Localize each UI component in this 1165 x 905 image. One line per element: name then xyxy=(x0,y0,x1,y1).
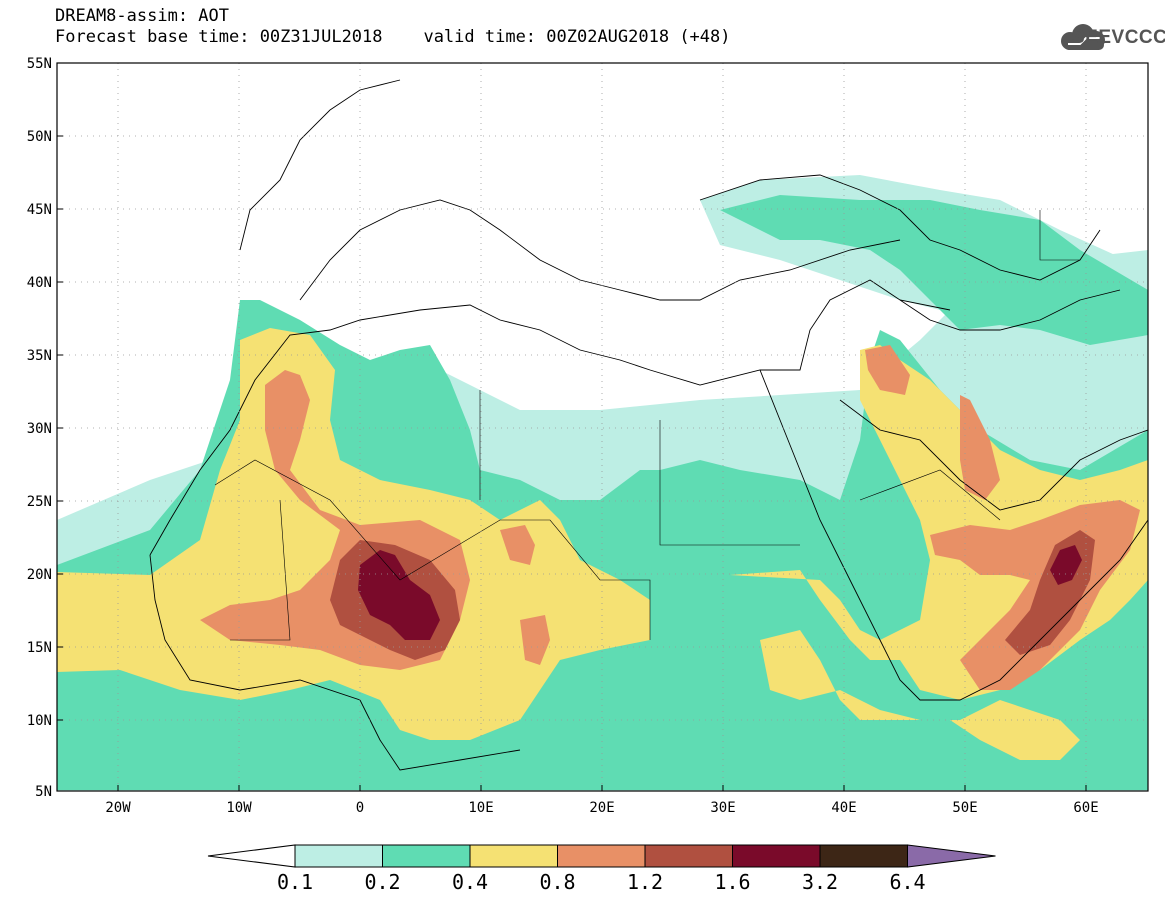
aot-field xyxy=(57,175,1148,791)
legend-label: 3.2 xyxy=(802,870,838,894)
coastlines xyxy=(149,79,1148,771)
lat-label: 45N xyxy=(27,202,52,218)
cloud-icon xyxy=(1061,24,1105,50)
legend-swatch xyxy=(557,844,646,868)
lat-label: 55N xyxy=(27,56,52,72)
legend-label: 0.8 xyxy=(539,870,575,894)
lat-label: 20N xyxy=(27,567,52,583)
map-title: DREAM8-assim: AOT xyxy=(55,6,229,26)
legend-swatch xyxy=(644,844,733,868)
legend-swatch xyxy=(382,844,471,868)
lat-label: 35N xyxy=(27,348,52,364)
lon-labels: 20W 10W 0 10E 20E 30E 40E 50E 60E xyxy=(105,800,1098,816)
aot-map: 55N 50N 45N 40N 35N 30N 25N 20N 15N 10N … xyxy=(27,56,1149,816)
lat-label: 30N xyxy=(27,421,52,437)
lon-label: 20W xyxy=(105,800,131,816)
legend-label: 0.4 xyxy=(452,870,488,894)
seevccc-logo: SEEVCCC xyxy=(1072,27,1165,48)
lat-label: 25N xyxy=(27,494,52,510)
legend-swatch xyxy=(294,844,383,868)
lon-label: 10E xyxy=(468,800,493,816)
lon-label: 60E xyxy=(1073,800,1098,816)
lon-label: 10W xyxy=(226,800,252,816)
lon-label: 30E xyxy=(710,800,735,816)
lat-label: 10N xyxy=(27,713,52,729)
lat-label: 40N xyxy=(27,275,52,291)
lat-labels: 55N 50N 45N 40N 35N 30N 25N 20N 15N 10N … xyxy=(27,56,52,800)
legend-arrow-high xyxy=(907,844,996,868)
axis-ticks xyxy=(57,62,1087,792)
legend-label: 0.2 xyxy=(364,870,400,894)
aot-level-1-6 xyxy=(358,545,1082,640)
legend-swatch xyxy=(469,844,558,868)
legend-label: 6.4 xyxy=(889,870,925,894)
lon-label: 0 xyxy=(356,800,364,816)
legend-swatch xyxy=(732,844,821,868)
legend-swatch xyxy=(819,844,908,868)
legend-label: 0.1 xyxy=(277,870,313,894)
legend-arrow-low xyxy=(207,844,296,868)
forecast-time-line: Forecast base time: 00Z31JUL2018 valid t… xyxy=(55,27,731,47)
lon-label: 50E xyxy=(952,800,977,816)
legend-label: 1.2 xyxy=(627,870,663,894)
lon-label: 20E xyxy=(589,800,614,816)
grid-lines xyxy=(57,63,1148,791)
lat-label: 5N xyxy=(35,784,52,800)
lat-label: 50N xyxy=(27,129,52,145)
legend-label: 1.6 xyxy=(714,870,750,894)
lon-label: 40E xyxy=(831,800,856,816)
lat-label: 15N xyxy=(27,640,52,656)
country-borders xyxy=(214,210,1080,641)
